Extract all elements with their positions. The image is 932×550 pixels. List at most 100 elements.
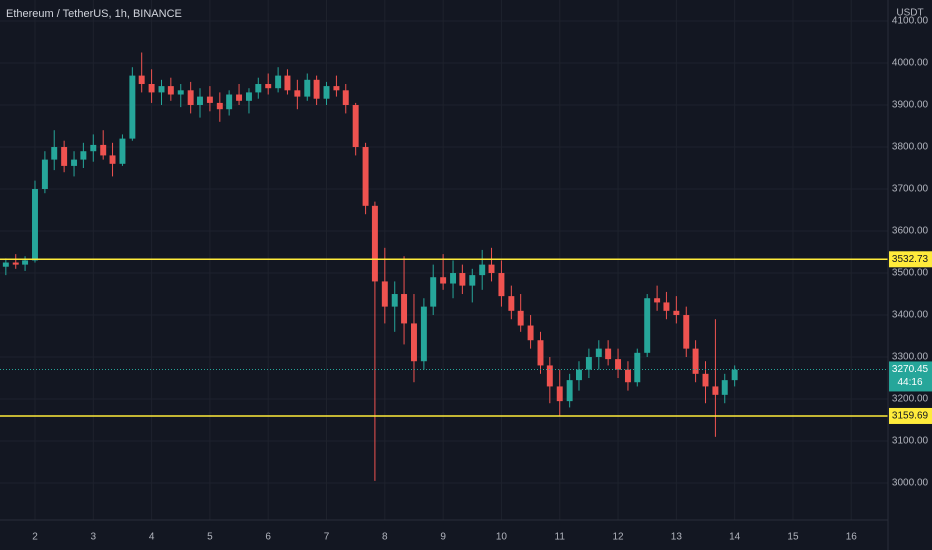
y-axis-label: USDT	[896, 8, 923, 19]
x-tick-label: 7	[324, 532, 330, 543]
candle-body	[371, 205, 378, 282]
candle-body	[177, 90, 184, 95]
candle-body	[294, 90, 301, 97]
chart-title: Ethereum / TetherUS, 1h, BINANCE	[6, 8, 182, 20]
candle-body	[90, 144, 97, 152]
candle-body	[2, 262, 9, 267]
candle-body	[508, 296, 515, 311]
candle-body	[12, 262, 19, 265]
x-tick-label: 2	[32, 532, 38, 543]
y-tick-label: 4100.00	[892, 16, 929, 27]
candle-body	[479, 264, 486, 276]
x-tick-label: 6	[265, 532, 271, 543]
candle-body	[109, 155, 116, 164]
candle-body	[585, 357, 592, 370]
x-tick-label: 3	[91, 532, 97, 543]
candle-body	[498, 273, 505, 297]
candle-body	[381, 281, 388, 307]
price-tag	[889, 251, 932, 268]
y-tick-label: 3400.00	[892, 310, 929, 321]
candle-body	[187, 90, 194, 106]
x-tick-label: 16	[846, 532, 858, 543]
candle-body	[206, 96, 213, 103]
y-tick-label: 3600.00	[892, 226, 929, 237]
candle-body	[226, 94, 233, 110]
candle-body	[362, 147, 369, 206]
candle-body	[615, 359, 622, 370]
candle-body	[721, 380, 728, 395]
candle-body	[459, 273, 466, 286]
candle-body	[284, 75, 291, 91]
candle-body	[634, 352, 641, 383]
candle-body	[119, 138, 126, 164]
candle-body	[265, 84, 272, 89]
candle-body	[450, 273, 457, 284]
x-tick-label: 15	[787, 532, 799, 543]
candle-body	[167, 86, 174, 95]
candle-body	[654, 298, 661, 303]
y-tick-label: 3300.00	[892, 352, 929, 363]
candle-body	[595, 348, 602, 358]
candle-body	[410, 323, 417, 362]
candle-body	[148, 84, 155, 93]
candle-body	[663, 302, 670, 311]
y-tick-label: 3900.00	[892, 100, 929, 111]
candle-body	[566, 380, 573, 402]
candle-body	[644, 298, 651, 353]
candle-body	[673, 310, 680, 316]
x-tick-label: 14	[729, 532, 741, 543]
candle-body	[517, 310, 524, 326]
candle-body	[275, 75, 282, 89]
candle-body	[236, 94, 243, 101]
y-tick-label: 3200.00	[892, 394, 929, 405]
candle-body	[576, 369, 582, 381]
candle-body	[440, 277, 447, 284]
x-tick-label: 8	[382, 532, 388, 543]
y-tick-label: 3700.00	[892, 184, 929, 195]
candle-body	[158, 86, 165, 93]
y-tick-label: 3100.00	[892, 436, 929, 447]
candle-body	[712, 386, 719, 395]
candle-body	[342, 90, 349, 106]
candle-body	[692, 348, 699, 374]
candle-body	[51, 147, 58, 160]
candle-body	[546, 365, 553, 387]
candle-body	[313, 79, 320, 99]
last-price-tag	[889, 361, 932, 392]
candle-body	[537, 340, 544, 366]
price-tag-label: 3159.69	[892, 411, 929, 422]
x-tick-label: 12	[612, 532, 624, 543]
candle-body	[245, 92, 252, 101]
candle-body	[488, 264, 495, 274]
candle-body	[71, 159, 78, 166]
price-tag	[889, 407, 932, 424]
x-tick-label: 9	[440, 532, 446, 543]
candle-body	[323, 86, 330, 99]
candle-body	[401, 294, 408, 324]
candle-body	[216, 102, 223, 110]
candle-body	[32, 189, 38, 261]
x-tick-label: 13	[671, 532, 683, 543]
candle-body	[80, 151, 87, 160]
candle-body	[333, 86, 340, 91]
candle-body	[430, 277, 437, 307]
candle-body	[255, 84, 262, 93]
candle-body	[22, 260, 29, 265]
candle-body	[527, 325, 534, 341]
candle-body	[129, 75, 136, 139]
x-tick-label: 5	[207, 532, 213, 543]
y-tick-label: 3000.00	[892, 478, 929, 489]
candle-body	[197, 96, 203, 106]
candle-body	[391, 294, 398, 307]
candle-body	[304, 79, 311, 97]
candle-body	[556, 386, 563, 402]
candle-body	[469, 275, 476, 286]
y-tick-label: 3800.00	[892, 142, 929, 153]
candle-body	[683, 315, 690, 349]
candle-body	[138, 75, 145, 85]
candle-body	[100, 144, 107, 156]
price-tag-label: 3532.73	[892, 254, 929, 265]
last-price-label: 3270.45	[892, 364, 929, 375]
